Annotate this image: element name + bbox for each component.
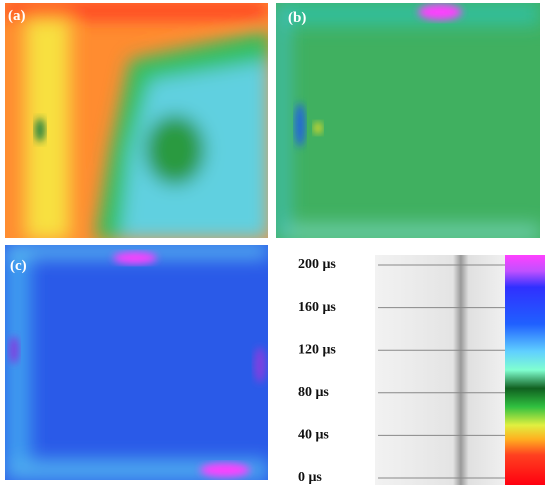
scale-background <box>375 255 505 485</box>
panel-c-map <box>5 245 268 480</box>
tick-label: 160 μs <box>298 300 336 315</box>
panel-label: (c) <box>10 258 27 274</box>
tick-label: 40 μs <box>298 428 329 443</box>
panel-label: (a) <box>8 8 26 24</box>
panel-label: (b) <box>288 10 306 26</box>
color-scale <box>505 255 545 485</box>
tick-label: 0 μs <box>298 470 322 485</box>
tick-label: 200 μs <box>298 257 336 272</box>
tick-label: 80 μs <box>298 385 329 400</box>
panel-b-map <box>276 3 540 238</box>
panel-a-map <box>5 3 268 238</box>
tick-label: 120 μs <box>298 342 336 357</box>
